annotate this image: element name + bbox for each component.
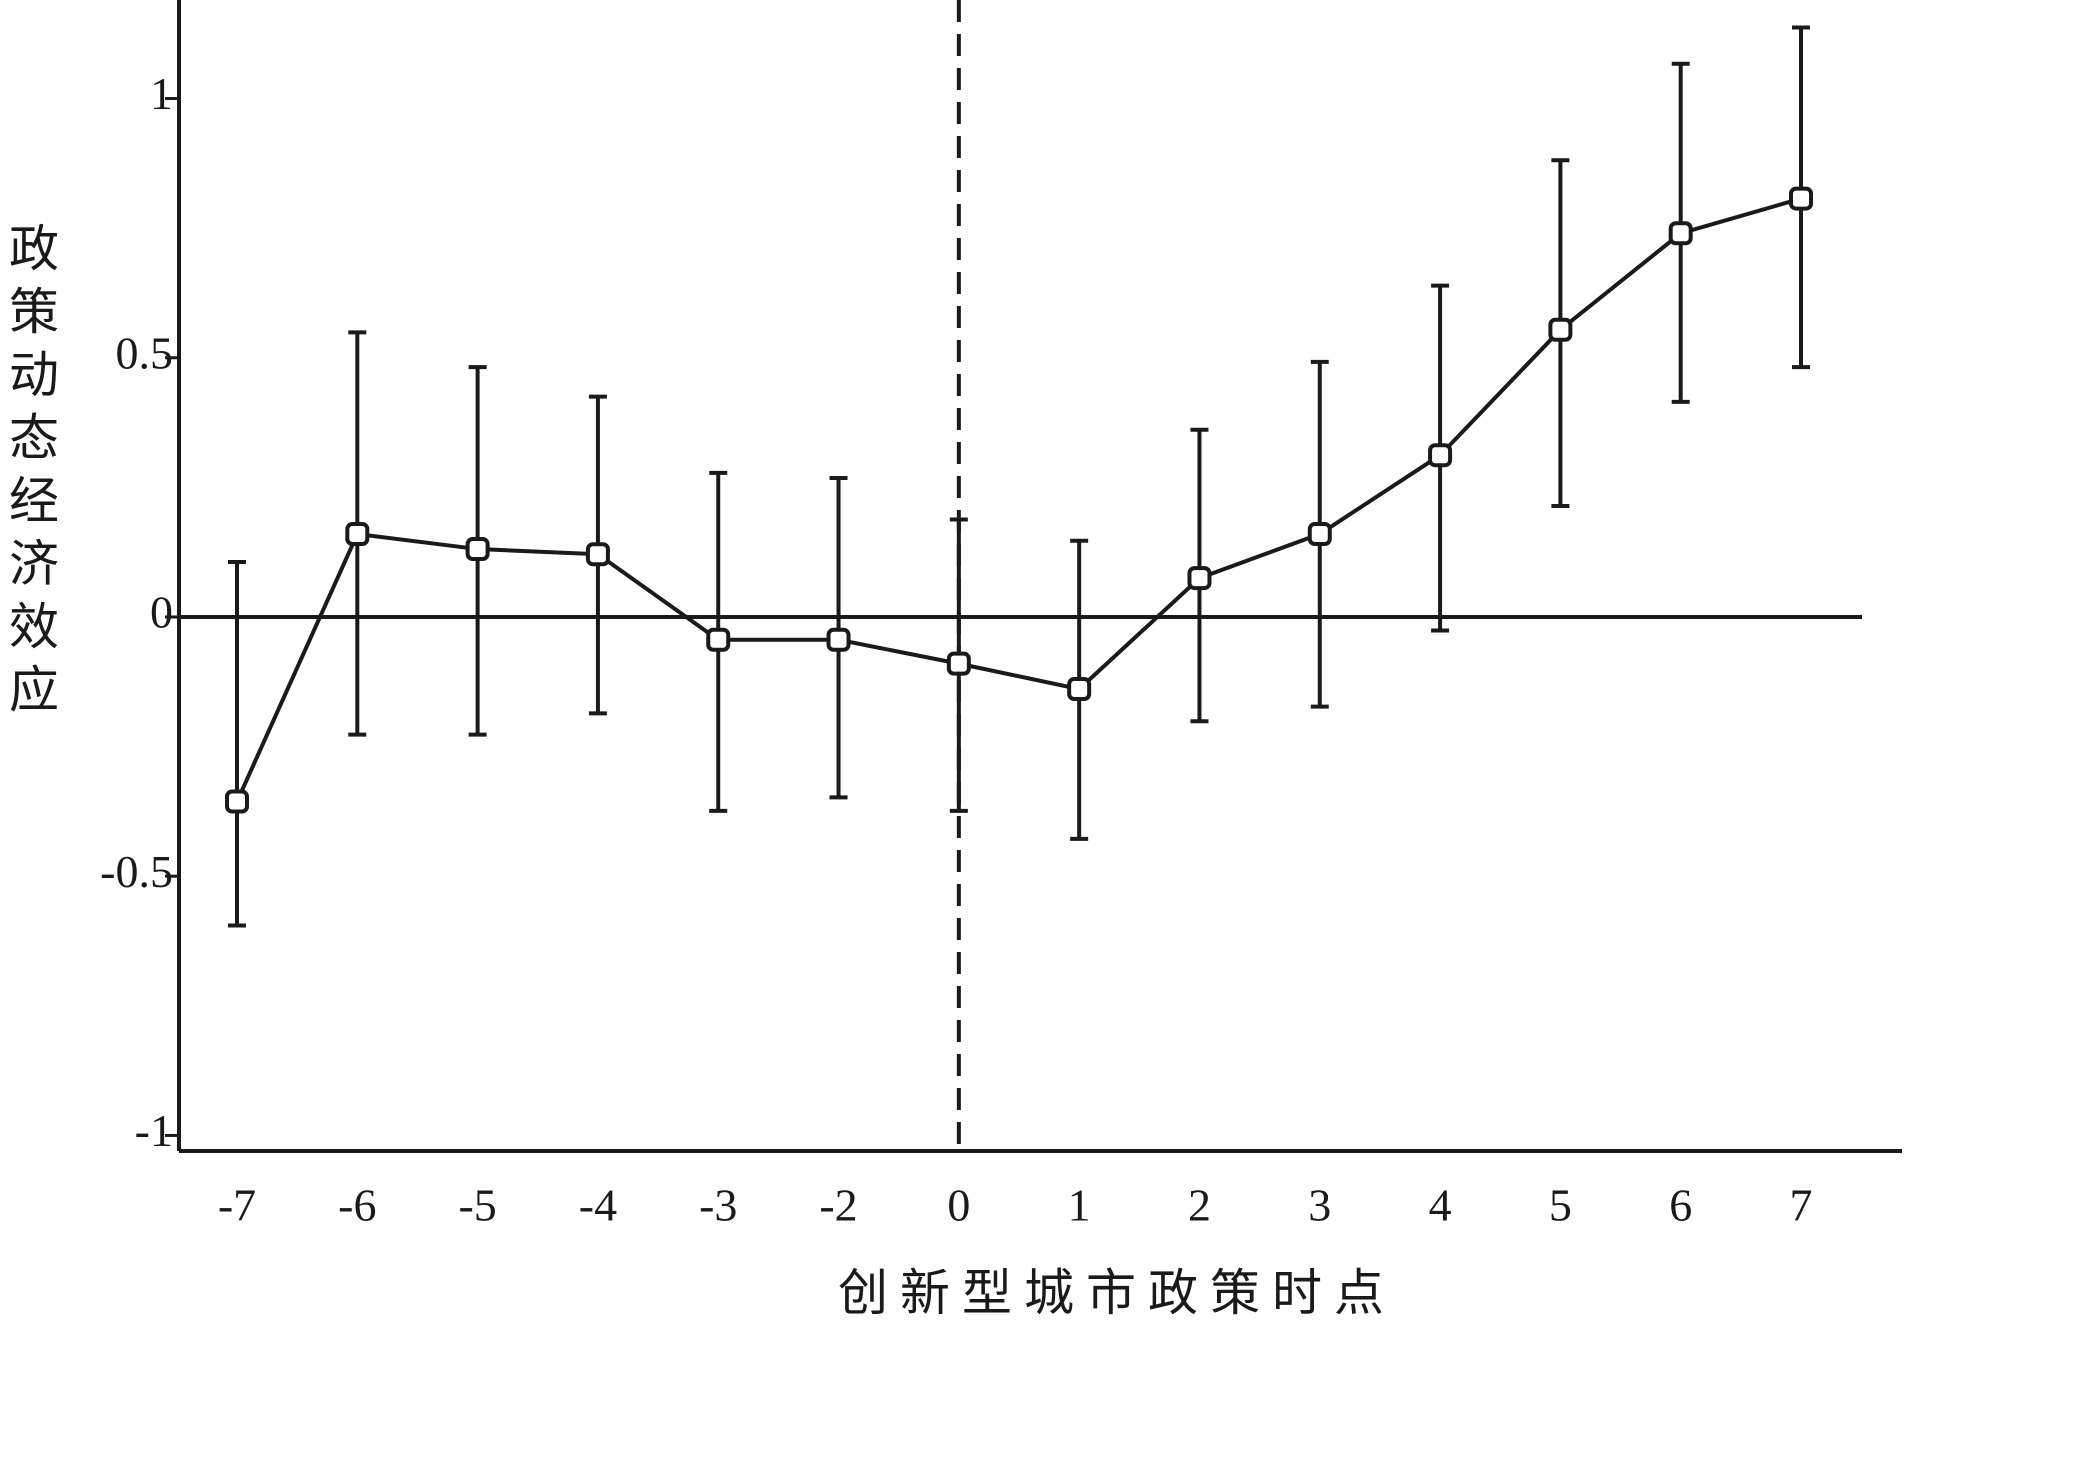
y-tick-label: -1 — [135, 1105, 173, 1156]
line — [235, 196, 1802, 803]
x-tick-label: 0 — [947, 1180, 970, 1231]
x-tick-label: 5 — [1549, 1180, 1572, 1231]
x-tick-label: -4 — [579, 1180, 617, 1231]
marker — [1307, 522, 1332, 547]
marker — [225, 789, 249, 814]
marker — [1668, 221, 1693, 246]
marker — [1067, 677, 1092, 702]
x-tick-label: -5 — [458, 1180, 496, 1231]
marker — [1428, 443, 1453, 468]
x-tick-label: 4 — [1429, 1180, 1452, 1231]
y-tick-label: 0 — [150, 587, 173, 638]
x-tick-label: 6 — [1669, 1180, 1692, 1231]
x-tick-label: -3 — [699, 1180, 737, 1231]
y-tick-label: 1 — [150, 68, 173, 119]
x-tick-label: 2 — [1188, 1180, 1211, 1231]
marker — [826, 627, 851, 652]
x-tick-label: 1 — [1068, 1180, 1091, 1231]
x-axis-label: 创新型城市政策时点 — [838, 1265, 1396, 1321]
marker — [465, 537, 490, 562]
marker — [1789, 186, 1813, 211]
x-tick-label: 3 — [1308, 1180, 1331, 1231]
x-tick-label: -6 — [338, 1180, 376, 1231]
y-axis-label: 政策动态经济效应 — [2, 222, 58, 726]
x-tick-label: -2 — [819, 1180, 857, 1231]
marker — [345, 522, 370, 547]
y-tick-label: 0.5 — [116, 327, 174, 378]
y-tick-label: -0.5 — [100, 846, 173, 897]
x-tick-label: -7 — [218, 1180, 256, 1231]
marker — [585, 542, 610, 567]
marker — [706, 627, 731, 652]
marker — [1548, 317, 1573, 342]
marker — [946, 651, 971, 676]
marker — [1187, 566, 1212, 591]
x-tick-label: 7 — [1790, 1180, 1813, 1231]
